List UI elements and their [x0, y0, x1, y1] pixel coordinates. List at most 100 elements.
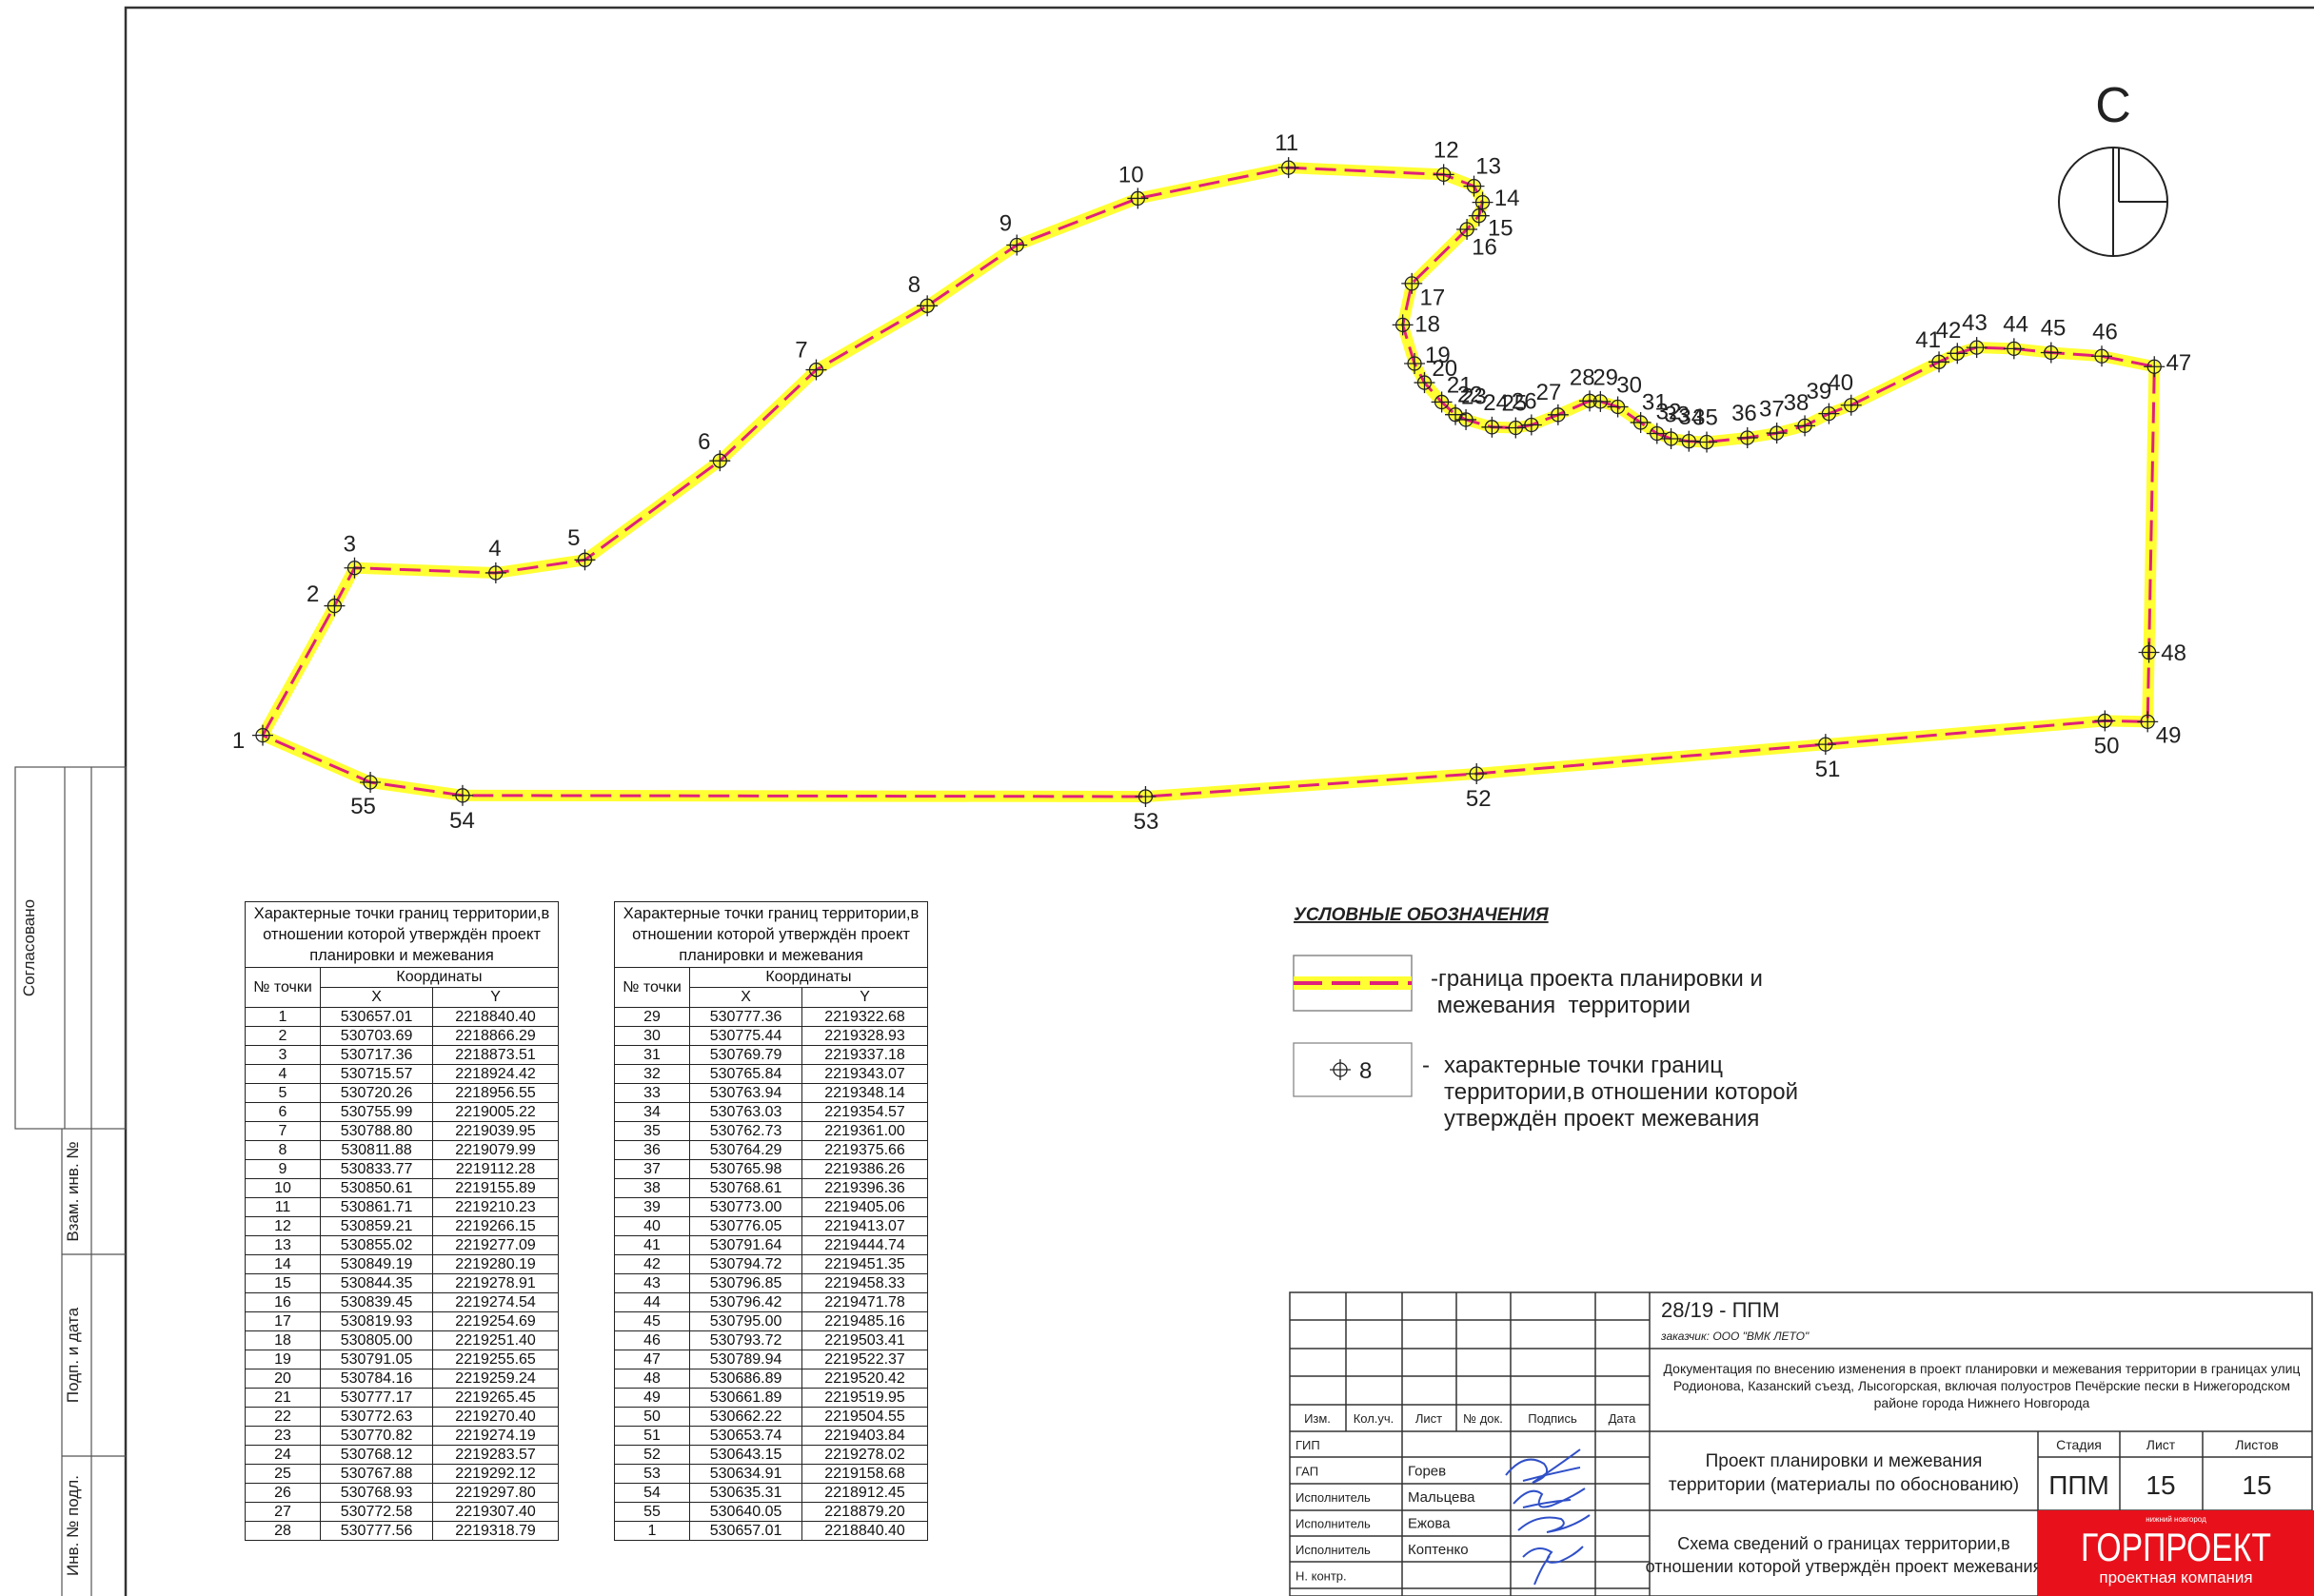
legend-title: УСЛОВНЫЕ ОБОЗНАЧЕНИЯ	[1294, 905, 1550, 925]
coord-x: 530850.61	[319, 1178, 434, 1198]
point-label: 13	[1475, 153, 1501, 179]
column-header: Подпись	[1528, 1411, 1577, 1426]
boundary-point	[252, 724, 273, 746]
coord-x: 530795.00	[688, 1311, 803, 1331]
logo-tagline: проектная компания	[2099, 1568, 2252, 1586]
point-label: 34	[1678, 404, 1704, 430]
coord-y: 2219354.57	[801, 1102, 928, 1122]
point-label: 17	[1419, 285, 1445, 310]
table-title: Характерные точки границ территории,в отн…	[245, 901, 559, 968]
point-number: 41	[614, 1235, 690, 1255]
staff-role: Исполнитель	[1295, 1517, 1371, 1531]
table-row: 35 530762.73 2219361.00	[614, 1121, 928, 1141]
boundary-point	[485, 562, 506, 583]
coord-y: 2219348.14	[801, 1083, 928, 1103]
coord-y: 2219266.15	[432, 1216, 559, 1236]
header-row: № точки Координаты	[614, 967, 928, 1008]
point-number: 16	[245, 1292, 321, 1312]
coord-x: 530765.84	[688, 1064, 803, 1084]
point-label: 37	[1759, 397, 1785, 423]
staff-name: Коптенко	[1408, 1542, 1469, 1558]
coord-x: 530855.02	[319, 1235, 434, 1255]
table-row: 11 530861.71 2219210.23	[245, 1197, 559, 1217]
coord-x: 530833.77	[319, 1159, 434, 1179]
point-label: 49	[2156, 722, 2182, 748]
coord-x: 530763.03	[688, 1102, 803, 1122]
point-label: 46	[2092, 319, 2118, 345]
coord-y: 2219270.40	[432, 1407, 559, 1427]
coord-x: 530844.35	[319, 1273, 434, 1293]
table-row: 15 530844.35 2219278.91	[245, 1273, 559, 1293]
table-row: 30 530775.44 2219328.93	[614, 1026, 928, 1046]
table-row: 41 530791.64 2219444.74	[614, 1235, 928, 1255]
boundary-point	[1660, 428, 1682, 450]
point-label: 6	[698, 429, 710, 455]
table-row: 39 530773.00 2219405.06	[614, 1197, 928, 1217]
point-number: 22	[245, 1407, 321, 1427]
staff-role: ГАП	[1295, 1465, 1318, 1479]
header-row: № точки Координаты	[245, 967, 559, 1008]
point-label: 2	[307, 581, 319, 607]
boundary-point	[1678, 430, 1700, 452]
coord-x: 530762.73	[688, 1121, 803, 1141]
table-row: 1 530657.01 2218840.40	[245, 1007, 559, 1027]
point-number: 35	[614, 1121, 690, 1141]
title-line: Характерные точки границ территории,в	[253, 905, 550, 922]
coord-y: 2219112.28	[432, 1159, 559, 1179]
point-label: 25	[1501, 391, 1527, 417]
table-row: 26 530768.93 2219297.80	[245, 1483, 559, 1503]
coord-y: 2218912.45	[801, 1483, 928, 1503]
boundary-point	[2091, 345, 2113, 367]
point-label: 12	[1434, 138, 1459, 164]
coord-x: 530793.72	[688, 1330, 803, 1350]
point-label: 42	[1936, 318, 1962, 344]
coord-x: 530788.80	[319, 1121, 434, 1141]
point-number: 3	[245, 1045, 321, 1065]
coord-x: 530763.94	[688, 1083, 803, 1103]
point-number: 11	[245, 1197, 321, 1217]
coord-y: 2218840.40	[432, 1007, 559, 1027]
point-label: 23	[1461, 384, 1487, 409]
coord-x: 530777.17	[319, 1388, 434, 1408]
table-row: 19 530791.05 2219255.65	[245, 1350, 559, 1369]
boundary-point	[1414, 372, 1435, 394]
point-label: 16	[1472, 234, 1497, 260]
point-number: 5	[245, 1083, 321, 1103]
point-number: 43	[614, 1273, 690, 1293]
stamp-label: Взам. инв. №	[64, 1141, 82, 1241]
table-row: 2 530703.69 2218866.29	[245, 1026, 559, 1046]
coord-x: 530657.01	[688, 1521, 803, 1541]
coord-x: 530686.89	[688, 1369, 803, 1389]
point-number: 46	[614, 1330, 690, 1350]
stage-header: Лист	[2146, 1437, 2176, 1452]
boundary-point	[2144, 356, 2166, 378]
column-header: Лист	[1415, 1411, 1442, 1426]
staff-name: Горев	[1408, 1464, 1446, 1480]
point-label: 47	[2166, 350, 2192, 376]
boundary-point	[805, 359, 827, 381]
point-label: 33	[1664, 403, 1690, 428]
coord-y: 2219259.24	[432, 1369, 559, 1389]
point-label: 4	[488, 536, 501, 562]
point-number: 10	[245, 1178, 321, 1198]
point-label: 24	[1483, 390, 1509, 416]
header-y: Y	[432, 987, 559, 1008]
point-number: 20	[245, 1369, 321, 1389]
table-row: 13 530855.02 2219277.09	[245, 1235, 559, 1255]
coord-y: 2219005.22	[432, 1102, 559, 1122]
boundary-point	[1814, 734, 1836, 756]
coord-x: 530767.88	[319, 1464, 434, 1484]
point-number: 30	[614, 1026, 690, 1046]
title-block-texts: Изм. Кол.уч. Лист № док. Подпись Дата ГИП ГАП Го…	[1295, 1411, 2279, 1584]
point-label: 55	[350, 794, 376, 819]
table-row: 12 530859.21 2219266.15	[245, 1216, 559, 1236]
point-label: 11	[1275, 130, 1298, 156]
coord-x: 530653.74	[688, 1426, 803, 1446]
point-label: 44	[2003, 311, 2028, 337]
table-row: 45 530795.00 2219485.16	[614, 1311, 928, 1331]
point-label: 50	[2094, 733, 2120, 759]
client: заказчик: ООО "ВМК ЛЕТО"	[1660, 1330, 1810, 1343]
table-row: 42 530794.72 2219451.35	[614, 1254, 928, 1274]
